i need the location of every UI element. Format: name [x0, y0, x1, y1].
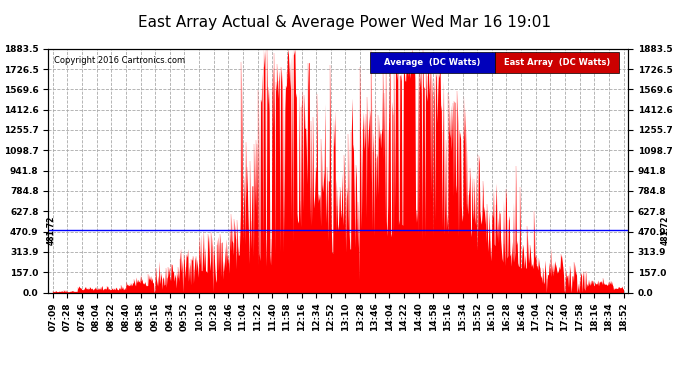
FancyBboxPatch shape	[495, 53, 619, 73]
Text: Copyright 2016 Cartronics.com: Copyright 2016 Cartronics.com	[54, 56, 185, 65]
FancyBboxPatch shape	[370, 53, 495, 73]
Text: 481.72: 481.72	[661, 216, 670, 245]
Text: East Array  (DC Watts): East Array (DC Watts)	[504, 58, 610, 67]
Text: Average  (DC Watts): Average (DC Watts)	[384, 58, 480, 67]
Text: East Array Actual & Average Power Wed Mar 16 19:01: East Array Actual & Average Power Wed Ma…	[139, 15, 551, 30]
Text: 481.72: 481.72	[47, 216, 56, 245]
